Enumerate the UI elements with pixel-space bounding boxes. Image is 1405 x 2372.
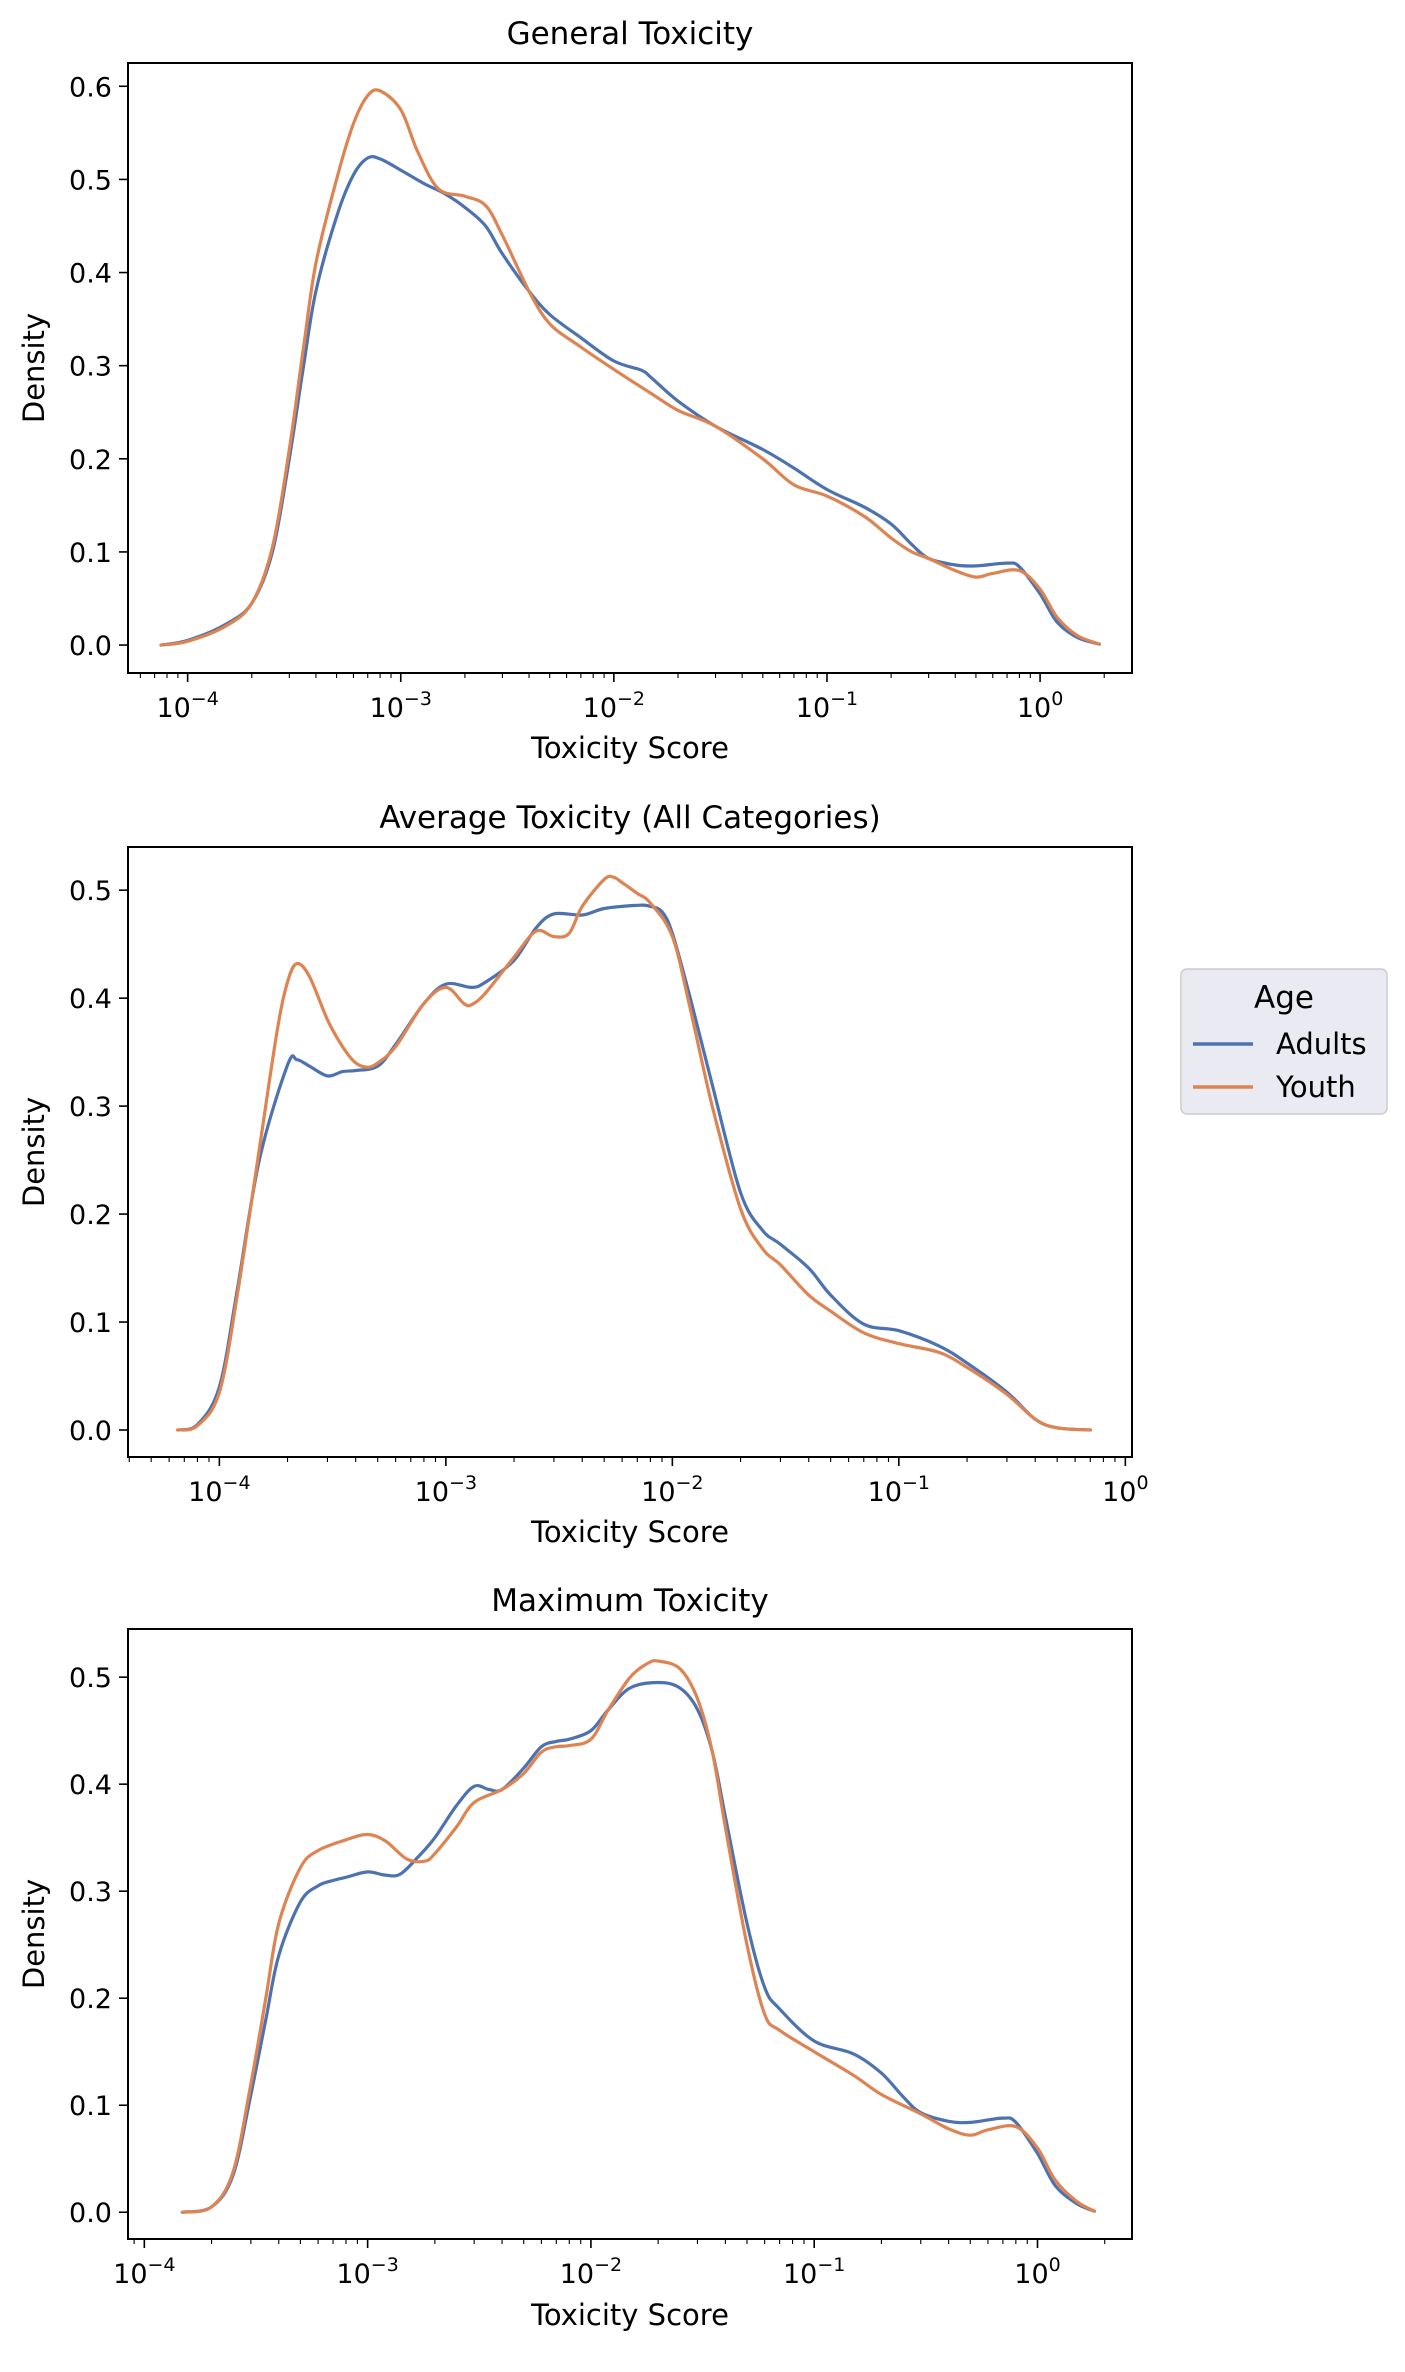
subplot-3-y-tick-label: 0.3 [69,1877,112,1908]
legend-label-youth: Youth [1275,1070,1356,1104]
subplot-3-x-tick-label: 10−4 [113,2254,175,2290]
subplot-3-x-tick-label: 10−1 [783,2254,845,2290]
subplot-general-toxicity: General Toxicity 0.0 0.1 0.2 0.3 0.4 0.5 0.6 10… [17,16,1133,765]
subplot-3-xlabel: Toxicity Score [530,2298,729,2332]
subplot-2-ylabel: Density [17,1097,51,1207]
subplot-1-y-tick-label: 0.0 [69,631,112,662]
subplot-1-x-tick-label: 100 [1017,688,1063,724]
subplot-1-y-tick-label: 0.3 [69,352,112,383]
legend-box [1180,968,1388,1115]
subplot-3-x-tick-label: 100 [1014,2254,1060,2290]
subplot-1-x-tick-label: 10−1 [796,688,858,724]
subplot-1-line-youth [159,88,1102,647]
subplot-3-y-tick-label: 0.2 [69,1984,112,2015]
subplot-3-line-youth [180,1659,1097,2214]
subplot-2-xlabel: Toxicity Score [530,1515,729,1549]
subplot-3-y-tick-label: 0.0 [69,2198,112,2229]
subplot-2-y-tick-label: 0.5 [69,876,112,907]
subplot-2-x-tick-label: 10−2 [641,1472,703,1508]
subplot-1-y-tick-label: 0.6 [69,72,112,103]
subplot-2-x-tick-label: 100 [1102,1472,1148,1508]
subplot-2-title: Average Toxicity (All Categories) [379,800,880,836]
subplot-3-title: Maximum Toxicity [491,1583,768,1619]
subplot-1-ylabel: Density [17,313,51,423]
subplot-1-x-tick-label: 10−4 [156,688,218,724]
subplot-2-y-tick-label: 0.3 [69,1092,112,1123]
subplot-2-line-adults [176,903,1092,1432]
legend-title: Age [1254,980,1314,1016]
subplot-1-y-tick-label: 0.5 [69,165,112,196]
subplot-3-y-tick-label: 0.4 [69,1770,112,1801]
subplot-3-x-tick-label: 10−2 [560,2254,622,2290]
subplot-2-y-tick-label: 0.4 [69,984,112,1015]
subplot-2-line-youth [176,874,1092,1432]
subplot-2-y-tick-label: 0.0 [69,1416,112,1447]
subplot-1-x-tick-label: 10−2 [583,688,645,724]
legend: Age Adults Youth [1180,968,1388,1115]
subplot-2-x-tick-label: 10−1 [868,1472,930,1508]
subplot-3-y-tick-label: 0.1 [69,2091,112,2122]
subplot-1-y-tick-label: 0.1 [69,538,112,569]
subplot-average-toxicity: Average Toxicity (All Categories) 0.0 0.1… [17,800,1149,1549]
subplot-maximum-toxicity: Maximum Toxicity 0.0 0.1 0.2 0.3 0.4 0.5 10−4 1… [17,1583,1133,2332]
subplot-1-y-tick-label: 0.4 [69,259,112,290]
subplot-2-frame [127,846,1133,1458]
subplot-2-y-tick-label: 0.2 [69,1200,112,1231]
subplot-1-xlabel: Toxicity Score [530,731,729,765]
subplot-3-x-tick-label: 10−3 [336,2254,398,2290]
subplot-1-frame [127,62,1133,674]
subplot-1-x-tick-label: 10−3 [370,688,432,724]
legend-label-adults: Adults [1276,1027,1367,1061]
subplot-2-x-tick-label: 10−3 [415,1472,477,1508]
subplot-1-title: General Toxicity [507,16,754,52]
subplot-2-y-tick-label: 0.1 [69,1308,112,1339]
subplot-1-y-tick-label: 0.2 [69,445,112,476]
subplot-3-ylabel: Density [17,1879,51,1989]
subplot-2-x-tick-label: 10−4 [188,1472,250,1508]
subplot-3-y-tick-label: 0.5 [69,1663,112,1694]
subplot-1-line-adults [159,155,1102,647]
subplot-3-frame [127,1628,1133,2240]
